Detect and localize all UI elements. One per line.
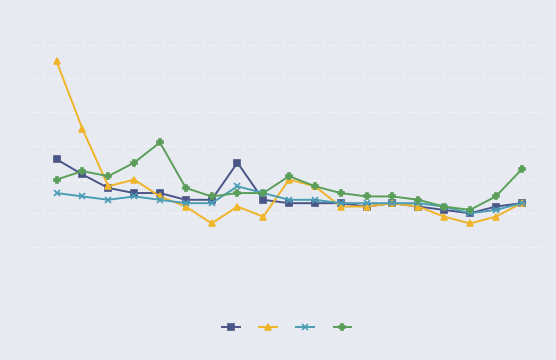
Legend:  ,  ,  ,  : , , , xyxy=(218,318,360,336)
